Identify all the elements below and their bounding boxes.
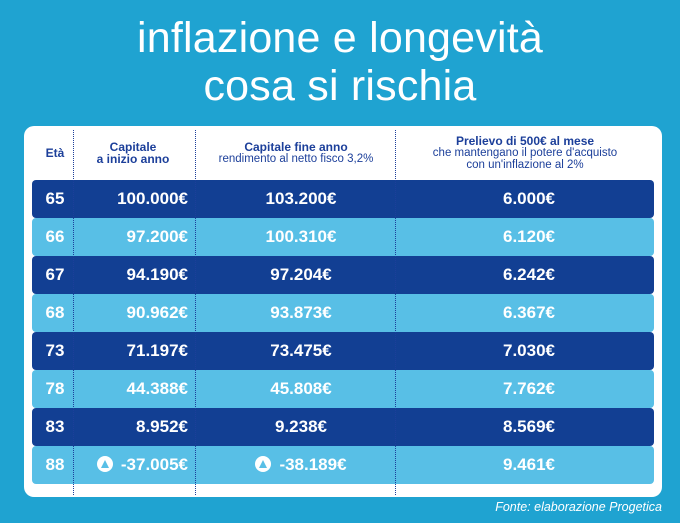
age-cell: 73 (45, 341, 65, 360)
age-cell: 65 (45, 189, 65, 208)
age-cell: 83 (45, 417, 65, 436)
age-cell: 66 (45, 227, 65, 246)
capital-end-cell: 97.204€ (270, 265, 332, 284)
table-row: 88 -37.005€ -38.189€ 9.461€ (32, 446, 654, 484)
column-divider (73, 130, 74, 495)
withdrawal-cell: 6.367€ (503, 303, 555, 322)
capital-end-cell: 100.310€ (265, 227, 337, 246)
capital-start-cell: 97.200€ (126, 227, 188, 246)
age-cell: 68 (45, 303, 65, 322)
withdrawal-cell: 7.030€ (503, 341, 555, 360)
table-row: 65 100.000€ 103.200€ 6.000€ (32, 180, 654, 218)
age-cell: 88 (45, 455, 65, 474)
capital-end-cell: -38.189€ (196, 446, 406, 484)
withdrawal-cell: 6.242€ (503, 265, 555, 284)
table-row: 68 90.962€ 93.873€ 6.367€ (32, 294, 654, 332)
capital-start-cell: 8.952€ (136, 417, 188, 436)
page-title: inflazione e longevità cosa si rischia (0, 14, 680, 110)
withdrawal-cell: 9.461€ (503, 455, 555, 474)
header-capital-start: Capitale a inizio anno (96, 140, 170, 166)
capital-start-cell: 94.190€ (126, 265, 188, 284)
capital-end-cell: 45.808€ (270, 379, 332, 398)
title-line-2: cosa si rischia (203, 62, 477, 110)
table-body: 65 100.000€ 103.200€ 6.000€ 66 97.200€ 1… (32, 180, 654, 484)
table-row: 78 44.388€ 45.808€ 7.762€ (32, 370, 654, 408)
table-row: 73 71.197€ 73.475€ 7.030€ (32, 332, 654, 370)
capital-start-value: -37.005€ (120, 455, 188, 474)
header-withdrawal: Prelievo di 500€ al mese che mantengano … (432, 134, 618, 171)
withdrawal-cell: 6.120€ (503, 227, 555, 246)
capital-start-cell: 90.962€ (126, 303, 188, 322)
capital-start-cell: 71.197€ (126, 341, 188, 360)
warning-icon (96, 456, 113, 472)
warning-icon (255, 456, 272, 472)
header-capital-end: Capitale fine anno rendimento al netto f… (218, 140, 374, 165)
table-header: Età Capitale a inizio anno Capitale fine… (24, 126, 662, 180)
age-cell: 78 (45, 379, 65, 398)
column-divider (195, 130, 196, 495)
withdrawal-cell: 6.000€ (503, 189, 555, 208)
table-card: Età Capitale a inizio anno Capitale fine… (24, 126, 662, 497)
capital-end-cell: 93.873€ (270, 303, 332, 322)
capital-start-cell: -37.005€ (78, 446, 188, 484)
capital-end-cell: 9.238€ (275, 417, 327, 436)
column-divider (395, 130, 396, 495)
table-row: 66 97.200€ 100.310€ 6.120€ (32, 218, 654, 256)
title-line-1: inflazione e longevità (136, 14, 543, 62)
header-age: Età (45, 146, 65, 160)
capital-end-cell: 73.475€ (270, 341, 332, 360)
capital-start-cell: 100.000€ (117, 189, 188, 208)
table-row: 83 8.952€ 9.238€ 8.569€ (32, 408, 654, 446)
source-note: Fonte: elaborazione Progetica (495, 500, 662, 514)
table-row: 67 94.190€ 97.204€ 6.242€ (32, 256, 654, 294)
capital-end-cell: 103.200€ (265, 189, 337, 208)
capital-start-cell: 44.388€ (126, 379, 188, 398)
capital-end-value: -38.189€ (279, 455, 347, 474)
withdrawal-cell: 8.569€ (503, 417, 555, 436)
withdrawal-cell: 7.762€ (503, 379, 555, 398)
age-cell: 67 (45, 265, 65, 284)
